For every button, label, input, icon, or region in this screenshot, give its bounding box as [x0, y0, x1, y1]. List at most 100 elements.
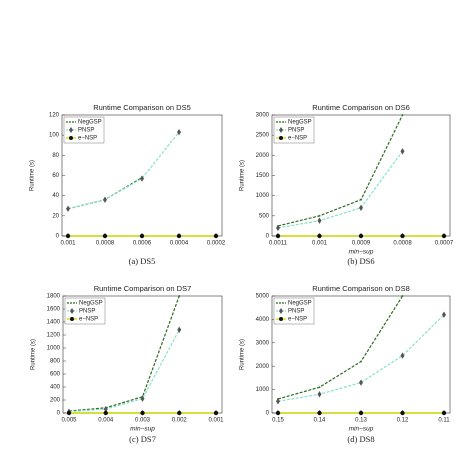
legend-label: PNSP [288, 309, 304, 315]
point [65, 233, 71, 239]
x-tick-label: 0.001 [60, 241, 76, 247]
y-tick-label: 0 [57, 411, 61, 417]
point [177, 326, 182, 333]
y-tick-label: 1600 [47, 307, 61, 313]
legend-label: e−NSP [78, 136, 97, 142]
y-tick-label: 500 [259, 213, 270, 219]
x-axis-label: min−sup [349, 426, 374, 433]
legend: NegGSP PNSP e−NSP [64, 297, 106, 325]
legend-label: PNSP [78, 128, 94, 134]
series-line [277, 314, 445, 402]
y-tick-label: 400 [50, 385, 61, 391]
point [140, 410, 145, 416]
legend-marker [279, 308, 283, 314]
x-tick-label: 0.11 [438, 418, 450, 424]
y-tick-label: 1200 [47, 333, 61, 339]
point [358, 233, 364, 239]
point [102, 233, 108, 239]
x-tick-label: 0.0006 [133, 241, 152, 247]
caption: (d) DS8 [347, 434, 374, 444]
point [400, 148, 405, 155]
y-tick-label: 800 [50, 359, 61, 365]
x-tick-label: 0.003 [135, 418, 151, 424]
x-tick-label: 0.0002 [207, 241, 226, 247]
caption: (a) DS5 [129, 256, 156, 266]
x-tick-label: 0.12 [397, 418, 409, 424]
x-tick-label: 0.001 [208, 418, 224, 424]
point [213, 410, 219, 416]
point [139, 233, 145, 239]
point [176, 233, 182, 239]
legend-label: NegGSP [79, 301, 103, 307]
y-tick-label: 1800 [47, 294, 61, 300]
series-line [277, 114, 404, 227]
chart-title: Runtime Comparison on DS7 [94, 284, 192, 293]
series-line [277, 295, 404, 400]
chart-title: Runtime Comparison on DS8 [312, 284, 410, 293]
point [358, 410, 364, 416]
chart-title: Runtime Comparison on DS6 [312, 103, 410, 112]
point [360, 198, 362, 201]
series-line [68, 295, 180, 412]
y-tick-label: 60 [52, 173, 59, 179]
point [318, 386, 321, 389]
y-tick-label: 1000 [47, 346, 61, 352]
x-axis-label: min−sup [130, 426, 155, 433]
chart-title: Runtime Comparison on DS5 [93, 103, 191, 112]
y-tick-label: 3000 [256, 113, 270, 119]
point [178, 295, 181, 297]
legend-label: e−NSP [288, 136, 307, 142]
y-tick-label: 100 [49, 133, 60, 139]
legend: NegGSP PNSP e−NSP [63, 116, 105, 144]
x-tick-label: 0.004 [98, 418, 114, 424]
y-tick-label: 0 [266, 411, 270, 417]
legend-label: e−NSP [79, 317, 98, 323]
point [400, 352, 405, 359]
y-tick-label: 5000 [256, 294, 270, 300]
point [401, 114, 404, 116]
point [177, 410, 182, 416]
legend-marker [279, 136, 283, 140]
y-tick-label: 3000 [256, 340, 270, 346]
y-axis-label: Runtime (s) [30, 160, 36, 191]
point [140, 175, 144, 182]
legend-marker [69, 136, 73, 140]
legend: NegGSP PNSP e−NSP [273, 116, 315, 144]
point [401, 295, 404, 297]
legend: NegGSP PNSP e−NSP [273, 297, 315, 325]
point [317, 410, 322, 416]
x-tick-label: 0.001 [312, 241, 328, 247]
y-tick-label: 80 [52, 153, 59, 159]
y-tick-label: 200 [50, 398, 61, 404]
point [359, 204, 363, 211]
x-tick-label: 0.15 [272, 418, 284, 424]
point [66, 410, 72, 416]
point [360, 360, 362, 363]
x-tick-label: 0.14 [314, 418, 326, 424]
y-tick-label: 2500 [256, 133, 270, 139]
series-line [68, 329, 180, 413]
point [66, 205, 70, 212]
y-tick-label: 1500 [256, 173, 270, 179]
caption: (b) DS6 [347, 256, 374, 266]
legend-label: NegGSP [78, 120, 102, 126]
point [317, 391, 322, 398]
point [441, 410, 447, 416]
y-tick-label: 600 [50, 372, 61, 378]
y-tick-label: 1000 [256, 387, 270, 393]
y-tick-label: 120 [49, 113, 60, 119]
x-axis-label: min−sup [349, 249, 374, 256]
point [359, 379, 363, 386]
legend-marker [70, 308, 74, 314]
legend-marker [70, 317, 74, 321]
point [400, 410, 405, 416]
legend-marker [69, 127, 73, 133]
legend-label: NegGSP [288, 120, 312, 126]
x-tick-label: 0.0007 [435, 241, 454, 247]
y-tick-label: 2000 [256, 153, 270, 159]
point [213, 233, 219, 239]
caption: (c) DS7 [129, 434, 156, 444]
x-tick-label: 0.0008 [96, 241, 115, 247]
point [275, 410, 281, 416]
point [400, 233, 405, 239]
